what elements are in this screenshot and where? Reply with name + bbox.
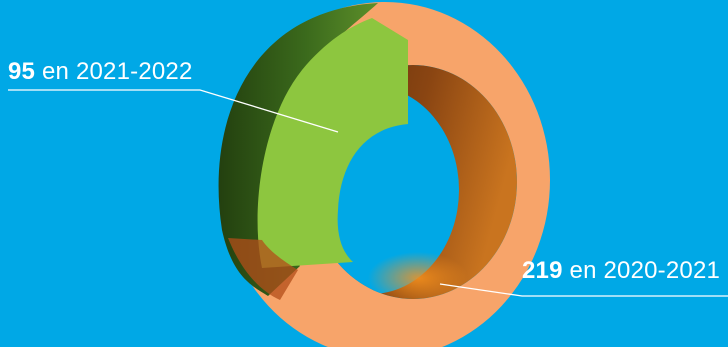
leader-line-2021-2022: [8, 89, 339, 133]
donut-ring: [218, 2, 550, 347]
leader-line-2020-2021: [439, 283, 728, 297]
slice-period-2020-2021: en 2020-2021: [569, 257, 721, 284]
slice-side-2020-2021: [228, 238, 298, 300]
leader-lines: [8, 89, 728, 297]
slice-face-2021-2022: [257, 18, 408, 268]
slice-label-2020-2021: 219 en 2020-2021: [522, 258, 720, 284]
slice-label-2021-2022: 95 en 2021-2022: [8, 59, 193, 85]
inner-glow: [368, 252, 468, 299]
slice-period-2021-2022: en 2021-2022: [41, 58, 193, 85]
slice-value-2021-2022: 95: [8, 58, 36, 85]
slice-value-2020-2021: 219: [522, 257, 563, 284]
